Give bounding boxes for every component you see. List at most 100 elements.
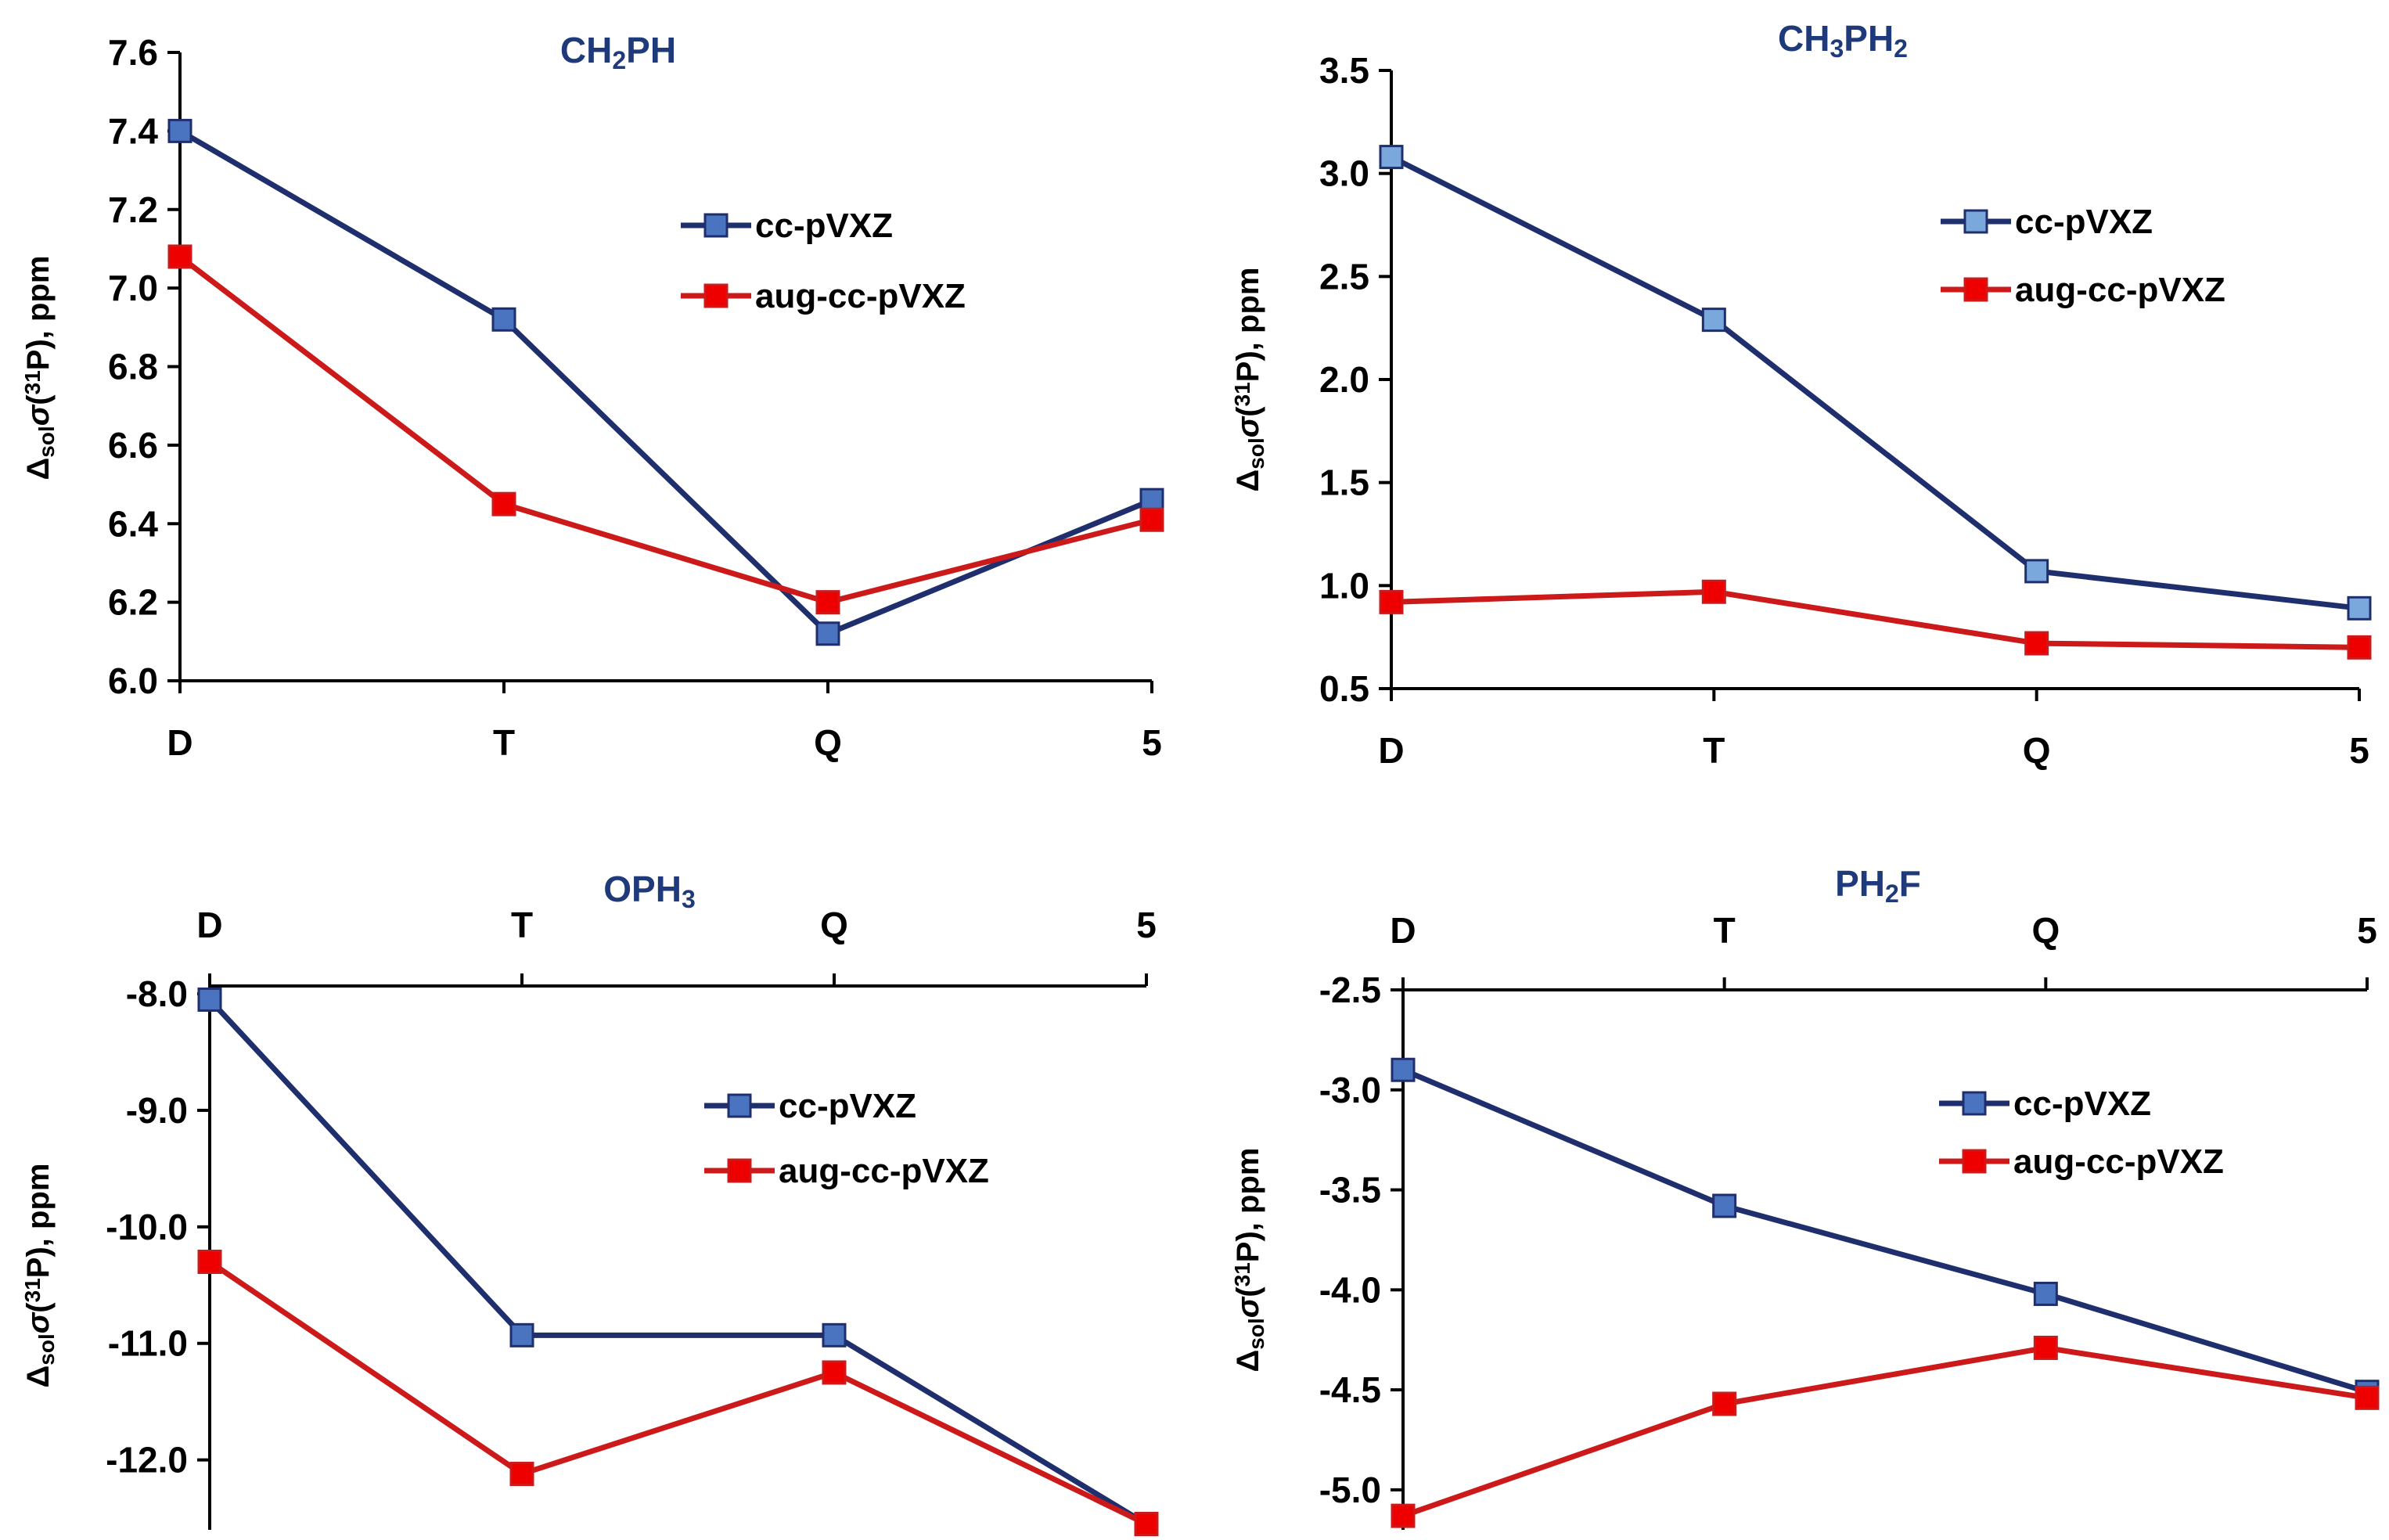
chart-title-text: CH — [1778, 18, 1830, 59]
series-aug-line — [208, 1259, 1148, 1527]
chart-title: CH3PH2 — [1778, 18, 1908, 63]
series-aug-point — [1139, 507, 1164, 532]
chart-title: PH2F — [1835, 863, 1921, 908]
y-tick-label: 6.2 — [108, 582, 158, 623]
legend-cc-marker — [1962, 1091, 1987, 1116]
y-tick-label: 7.0 — [108, 268, 158, 308]
y-tick-label: -3.5 — [1319, 1170, 1381, 1211]
x-tick-label: 5 — [2349, 730, 2369, 771]
chart-title-text: OPH — [603, 869, 682, 909]
series-cc-point — [509, 1322, 534, 1348]
y-axis-title-sigma: σ — [1231, 416, 1265, 437]
x-tick-label: 5 — [1136, 905, 1157, 945]
series-cc-point — [822, 1322, 847, 1348]
x-tick-label: Q — [2031, 910, 2060, 951]
y-axis-title-sup: 31 — [20, 1278, 45, 1302]
series-cc-line — [207, 998, 1148, 1527]
chart-panel-ph2f: -2.5 -3.0 -3.5 -4.0 -4.5 -5.0 D T Q 5 PH2F Δsolσ(31… — [1230, 863, 2380, 1530]
y-axis-title-open: ( — [1231, 406, 1265, 417]
legend-aug-label: aug-cc-pVXZ — [2015, 271, 2225, 309]
series-aug-point — [2024, 631, 2049, 656]
chart-title-text: PH — [626, 30, 676, 70]
chart-title-text: F — [1899, 863, 1921, 904]
y-axis-title-rest: P), ppm — [1231, 268, 1265, 383]
y-tick-label: 2.5 — [1319, 256, 1369, 297]
legend-aug-marker — [1962, 1149, 1987, 1174]
legend-aug-label: aug-cc-pVXZ — [2013, 1142, 2224, 1181]
chart-title-text: PH — [1844, 18, 1894, 59]
y-axis-title: Δsolσ(31P), ppm — [20, 1164, 59, 1388]
series-aug-point — [1712, 1391, 1737, 1416]
y-tick-label: -3.0 — [1319, 1070, 1381, 1110]
chart-panel-ch3ph2: 0.51.01.52.02.53.03.5D T Q 5CH3PH2Δsolσ(31P… — [1230, 18, 2372, 771]
y-axis-title-sigma: σ — [1231, 1296, 1265, 1318]
y-axis-title-open: ( — [21, 1302, 56, 1313]
series-aug-point — [1391, 1503, 1416, 1528]
series-aug-point — [1701, 579, 1726, 604]
series-cc-point — [491, 307, 516, 332]
series-aug-point — [2355, 1385, 2380, 1410]
series-aug-point — [2033, 1335, 2058, 1360]
legend-aug-label: aug-cc-pVXZ — [755, 277, 966, 315]
y-tick-label: 6.8 — [108, 347, 158, 387]
y-tick-label: 1.0 — [1319, 565, 1369, 606]
series-aug-point — [167, 244, 192, 269]
chart-title-subscript: 2 — [1885, 880, 1899, 908]
series-cc-point — [197, 987, 222, 1012]
chart-panel-ch2ph: 6.0 6.2 6.4 6.6 6.8 7.0 7.2 7.4 7.6 D T Q 5 CH2PH Δsol… — [20, 30, 1164, 763]
series-aug-point — [491, 491, 516, 516]
y-axis-title-delta: Δ — [1231, 1350, 1265, 1373]
y-tick-label: -2.5 — [1319, 970, 1381, 1010]
y-axis-title-sol: sol — [34, 1333, 59, 1365]
y-axis-title-rest: P), ppm — [21, 256, 56, 371]
legend-aug-marker — [727, 1158, 752, 1183]
series-aug-point — [1134, 1512, 1159, 1537]
series-aug-point — [1379, 589, 1404, 614]
y-tick-label: 1.5 — [1319, 462, 1369, 503]
y-axis-title-delta: Δ — [21, 1365, 56, 1388]
series-cc-line — [178, 128, 1153, 637]
y-axis-title-open: ( — [21, 394, 56, 405]
x-tick-label: T — [511, 905, 533, 945]
y-tick-label: 3.5 — [1319, 50, 1369, 91]
chart-panel-oph3: -8.0 -9.0 -10.0 -11.0 -12.0 D T Q 5 OPH3 Δsolσ(31P… — [20, 869, 1159, 1537]
y-tick-label: -4.0 — [1319, 1269, 1381, 1310]
series-aug-line — [178, 254, 1153, 606]
series-aug-point — [509, 1462, 534, 1487]
x-tick-label: 5 — [1142, 722, 1162, 763]
legend-cc-label: cc-pVXZ — [2013, 1085, 2151, 1123]
y-axis-title-delta: Δ — [21, 458, 56, 480]
legend-cc-label: cc-pVXZ — [755, 207, 893, 245]
y-axis-title-sup: 31 — [20, 370, 45, 394]
legend-aug-label: aug-cc-pVXZ — [779, 1152, 989, 1190]
legend-cc-marker — [727, 1093, 752, 1118]
series-cc-point — [1379, 145, 1404, 170]
y-tick-label: 3.0 — [1319, 153, 1369, 194]
y-tick-label: -5.0 — [1319, 1470, 1381, 1510]
chart-title-subscript: 2 — [1894, 34, 1908, 63]
y-tick-label: 7.4 — [108, 110, 158, 151]
y-tick-label: 7.2 — [108, 189, 158, 230]
chart-title: CH2PH — [560, 30, 676, 74]
y-axis-title-sigma: σ — [21, 1312, 56, 1333]
x-tick-label: T — [493, 722, 515, 763]
x-tick-label: Q — [820, 905, 848, 945]
y-tick-label: -8.0 — [126, 973, 188, 1014]
legend-cc-marker — [703, 213, 729, 238]
series-aug-line — [1401, 1344, 2368, 1519]
chart-title-subscript: 2 — [612, 46, 626, 74]
series-aug-point — [197, 1250, 222, 1274]
legend-cc-label: cc-pVXZ — [2015, 203, 2153, 241]
y-axis-title-sol: sol — [1244, 1318, 1268, 1349]
y-axis-title-rest: P), ppm — [1231, 1148, 1265, 1263]
x-tick-label: 5 — [2357, 910, 2377, 951]
x-tick-label: T — [1703, 730, 1725, 771]
y-tick-label: 7.6 — [108, 32, 158, 73]
y-axis-title-sup: 31 — [1230, 1262, 1254, 1286]
chart-title: OPH3 — [603, 869, 695, 913]
x-tick-label: T — [1714, 910, 1736, 951]
y-tick-label: 6.4 — [108, 503, 158, 544]
legend-aug-marker — [703, 283, 729, 308]
y-tick-label: -12.0 — [106, 1440, 188, 1481]
